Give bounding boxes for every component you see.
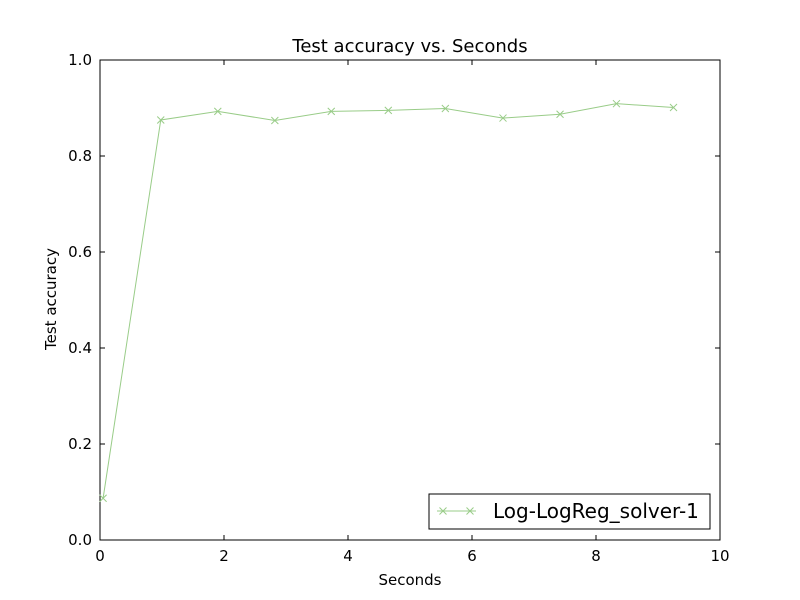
legend-marker [439,507,474,515]
data-point-marker [156,116,165,124]
data-point-marker [499,114,507,122]
data-point-marker [213,107,222,116]
data-point-marker [270,116,279,125]
chart-title: Test accuracy vs. Seconds [291,36,527,57]
y-tick-label: 0.2 [68,435,92,453]
y-tick-label: 0.6 [68,243,92,261]
y-tick-label: 0.4 [68,339,92,357]
x-tick-label: 8 [591,547,601,565]
legend: Log-LogReg_solver-1 [428,493,711,530]
x-tick-label: 0 [95,547,105,565]
y-tick-label: 0.0 [68,531,92,549]
series-line [102,103,674,499]
y-tick-label: 0.8 [68,147,92,165]
x-axis-title: Seconds [378,571,441,589]
data-point-marker [441,104,450,113]
plot-area-frame [99,59,721,541]
legend-label: Log-LogReg_solver-1 [493,499,699,523]
y-tick-label: 1.0 [68,51,92,69]
x-tick-label: 10 [710,547,729,565]
data-point-marker [669,103,678,112]
data-point-marker [384,106,393,115]
x-tick-label: 4 [343,547,353,565]
x-tick-label: 2 [219,547,229,565]
x-tick-label: 6 [467,547,477,565]
data-point-marker [327,107,336,116]
data-point-marker [612,99,621,108]
data-point-marker [556,110,564,119]
data-point-marker [99,494,107,503]
y-axis-title: Test accuracy [42,248,60,351]
